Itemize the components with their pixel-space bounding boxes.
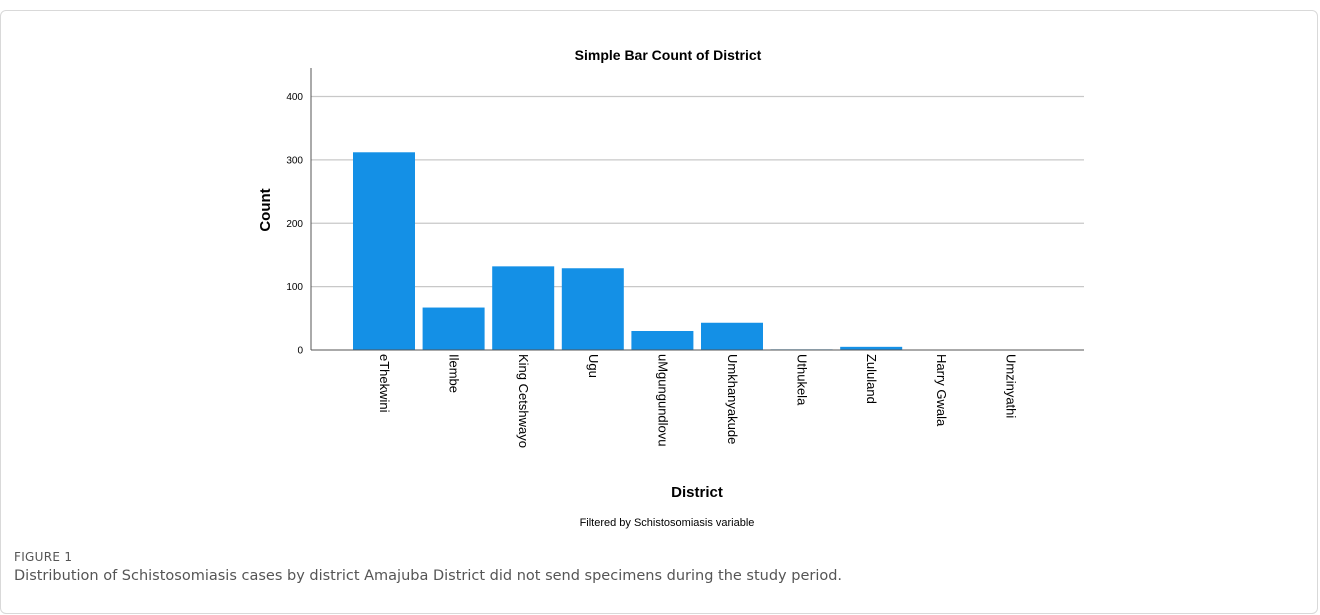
x-tick-label: eThekwini	[377, 354, 392, 413]
y-axis-label: Count	[257, 188, 274, 231]
x-tick-label: uMgungundlovu	[655, 354, 670, 447]
y-tick-label: 0	[297, 346, 303, 357]
figure-frame	[0, 10, 1318, 614]
y-tick-label: 200	[286, 219, 303, 230]
x-tick-label: Harry Gwala	[934, 354, 949, 427]
bar	[353, 152, 415, 350]
chart-footnote: Filtered by Schistosomiasis variable	[580, 517, 755, 529]
figure-label: FIGURE 1	[14, 550, 73, 564]
y-tick-label: 100	[286, 282, 303, 293]
x-axis-label: District	[671, 484, 723, 501]
x-tick-labels: eThekwini Ilembe King Cetshwayo Ugu uMgungun…	[377, 354, 1018, 448]
x-tick-label: King Cetshwayo	[516, 354, 531, 448]
bar	[840, 346, 903, 350]
y-tick-labels: 0 100 200 300 400	[286, 92, 303, 356]
figure-caption-text: Distribution of Schistosomiasis cases by…	[14, 568, 843, 584]
x-tick-label: Uthukela	[795, 354, 810, 406]
bar	[701, 322, 763, 350]
bar	[561, 268, 624, 350]
bar	[492, 266, 555, 350]
bar-chart: Simple Bar Count of District 0 100 200 300 4…	[257, 47, 1084, 529]
chart-title: Simple Bar Count of District	[575, 47, 762, 63]
y-tick-label: 400	[286, 92, 303, 103]
y-tick-label: 300	[286, 155, 303, 166]
bar	[422, 307, 485, 350]
x-tick-label: Ilembe	[447, 354, 462, 393]
x-tick-label: Umzinyathi	[1003, 354, 1018, 418]
x-tick-label: Ugu	[586, 354, 601, 378]
bar	[631, 330, 694, 350]
figure-caption: FIGURE 1 Distribution of Schistosomiasis…	[14, 550, 1304, 584]
x-tick-label: Zululand	[864, 354, 879, 404]
x-tick-label: Umkhanyakude	[725, 354, 740, 444]
bars	[353, 152, 903, 351]
grid-lines	[311, 95, 1084, 288]
